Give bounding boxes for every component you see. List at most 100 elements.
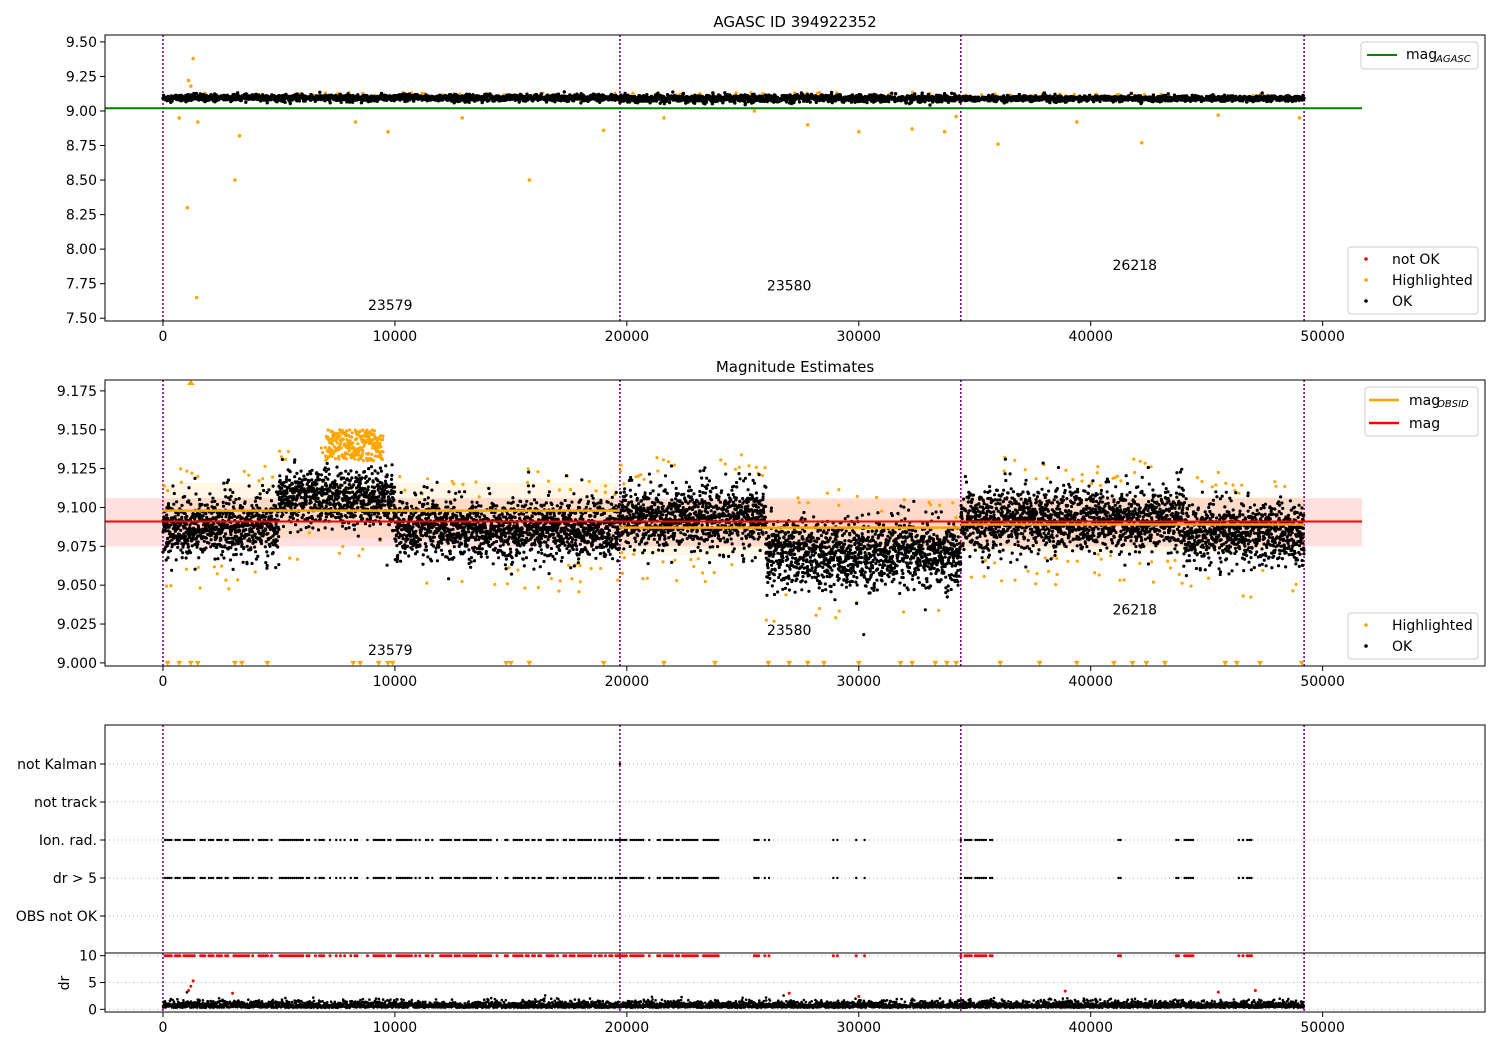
x-tick-label: 50000 <box>1300 674 1345 690</box>
x-tick-label: 0 <box>159 329 168 345</box>
dr-not-ok-point <box>1253 989 1257 993</box>
x-tick-label: 40000 <box>1068 329 1113 345</box>
highlighted-outlier <box>177 116 182 120</box>
y-tick-label: 7.50 <box>66 311 97 327</box>
legend-label: OK <box>1392 639 1413 655</box>
highlighted-outlier <box>996 142 1000 146</box>
dr-panel: 0 10000 20000 30000 40000 50000 0 5 10 dr <box>57 949 1486 1036</box>
flag-label: not track <box>34 795 98 811</box>
y-tick-label: 9.125 <box>57 462 97 478</box>
x-tick-label: 10000 <box>373 1020 418 1036</box>
legend-label: Highlighted <box>1392 618 1473 634</box>
legend-label: mag <box>1409 393 1440 409</box>
magnitude-estimates-panel: Magnitude Estimates 23579 23580 26218 0 100… <box>57 358 1486 690</box>
flags-panel: OBS not OK dr > 5 Ion. rad. not track not Ka… <box>16 724 1486 954</box>
panel-4-plot <box>104 952 1486 1013</box>
x-tick-label: 20000 <box>605 1020 650 1036</box>
y-tick-label: 8.75 <box>66 139 97 155</box>
dr-not-ok-point <box>191 979 195 983</box>
y-tick-label: 9.000 <box>57 656 97 672</box>
y-tick-label: 9.025 <box>57 617 97 633</box>
highlighted-points <box>162 428 1298 623</box>
x-tick-label: 10000 <box>373 329 418 345</box>
flag-label: dr > 5 <box>53 871 97 887</box>
x-tick-label: 30000 <box>837 1020 882 1036</box>
y-tick-label: 9.25 <box>66 69 97 85</box>
dr-not-ok-point <box>1216 990 1220 994</box>
dr-not-ok-point <box>186 989 190 993</box>
panel-1-frame <box>104 34 1486 322</box>
highlighted-outlier <box>460 116 464 120</box>
legend-label-sub: OBSID <box>1437 399 1469 410</box>
y-tick-label: 7.75 <box>66 277 97 293</box>
legend-label: not OK <box>1392 252 1440 268</box>
legend-label: Highlighted <box>1392 273 1473 289</box>
x-tick-label: 0 <box>159 1020 168 1036</box>
dr-not-ok-point <box>231 991 235 995</box>
highlighted-outlier <box>942 129 947 134</box>
panel-2-plot: 23579 23580 26218 <box>104 379 1486 667</box>
highlighted-outlier <box>186 78 191 83</box>
legend-label: OK <box>1392 294 1413 310</box>
obsid-label: 23580 <box>767 279 812 295</box>
highlighted-outlier <box>191 56 195 61</box>
highlighted-outlier <box>194 295 199 300</box>
y-tick-label: 9.050 <box>57 578 97 594</box>
highlighted-outlier <box>527 178 532 182</box>
highlighted-outlier <box>910 127 914 131</box>
highlighted-outlier <box>662 116 666 120</box>
x-tick-label: 0 <box>159 674 168 690</box>
panel-2-ticks: 0 10000 20000 30000 40000 50000 9.000 9.025 9.05… <box>57 384 1345 690</box>
y-tick-label: 10 <box>79 949 97 965</box>
obsid-label: 26218 <box>1113 603 1158 619</box>
legend-marker <box>1364 644 1368 648</box>
highlighted-outlier <box>954 114 958 119</box>
highlighted-outlier <box>185 205 190 210</box>
legend-marker <box>1364 299 1368 303</box>
y-tick-label: 5 <box>88 976 97 992</box>
highlighted-outlier <box>752 109 757 113</box>
dr-ok-points <box>161 991 1306 1009</box>
x-tick-label: 10000 <box>373 674 418 690</box>
highlighted-outlier <box>195 120 200 124</box>
y-tick-label: 9.150 <box>57 423 97 439</box>
highlighted-outlier <box>1139 140 1144 145</box>
highlighted-outlier <box>189 84 193 88</box>
obsid-label: 26218 <box>1113 258 1158 274</box>
x-tick-label: 50000 <box>1300 1020 1345 1036</box>
y-tick-label: 9.50 <box>66 35 97 51</box>
x-tick-label: 30000 <box>837 329 882 345</box>
panel-2-title: Magnitude Estimates <box>716 358 874 376</box>
y-tick-label: 0 <box>88 1002 97 1018</box>
y-tick-label: 9.00 <box>66 104 97 120</box>
flag-point <box>618 762 622 766</box>
legend-marker <box>1364 623 1368 627</box>
panel-3-ticks: OBS not OK dr > 5 Ion. rad. not track not Ka… <box>16 757 105 925</box>
y-tick-label: 9.175 <box>57 384 97 400</box>
obsid-label: 23579 <box>368 298 413 314</box>
x-tick-label: 40000 <box>1068 674 1113 690</box>
panel-1-plot: 23579 23580 26218 <box>104 34 1486 322</box>
obsid-label: 23579 <box>368 643 413 659</box>
x-tick-label: 50000 <box>1300 329 1345 345</box>
x-tick-label: 20000 <box>605 674 650 690</box>
dr-not-ok-point <box>1063 989 1067 993</box>
highlighted-outlier <box>233 178 237 182</box>
panel-1-title: AGASC ID 394922352 <box>713 13 876 31</box>
legend-bottom: not OK Highlighted OK <box>1347 246 1479 315</box>
obsid-label: 23580 <box>767 623 812 639</box>
legend-bottom: Highlighted OK <box>1347 612 1479 660</box>
highlighted-outlier <box>805 123 810 127</box>
highlighted-outlier <box>1216 113 1221 117</box>
legend-label-sub: AGASC <box>1435 54 1471 65</box>
legend-frame <box>1347 612 1479 660</box>
highlighted-outlier <box>386 129 390 134</box>
dr-not-ok-point <box>787 991 791 995</box>
panel-4-ticks: 0 10000 20000 30000 40000 50000 0 5 10 <box>79 949 1345 1036</box>
highlighted-outlier <box>601 128 606 133</box>
y-tick-label: 9.075 <box>57 539 97 555</box>
highlighted-outlier <box>237 134 242 138</box>
